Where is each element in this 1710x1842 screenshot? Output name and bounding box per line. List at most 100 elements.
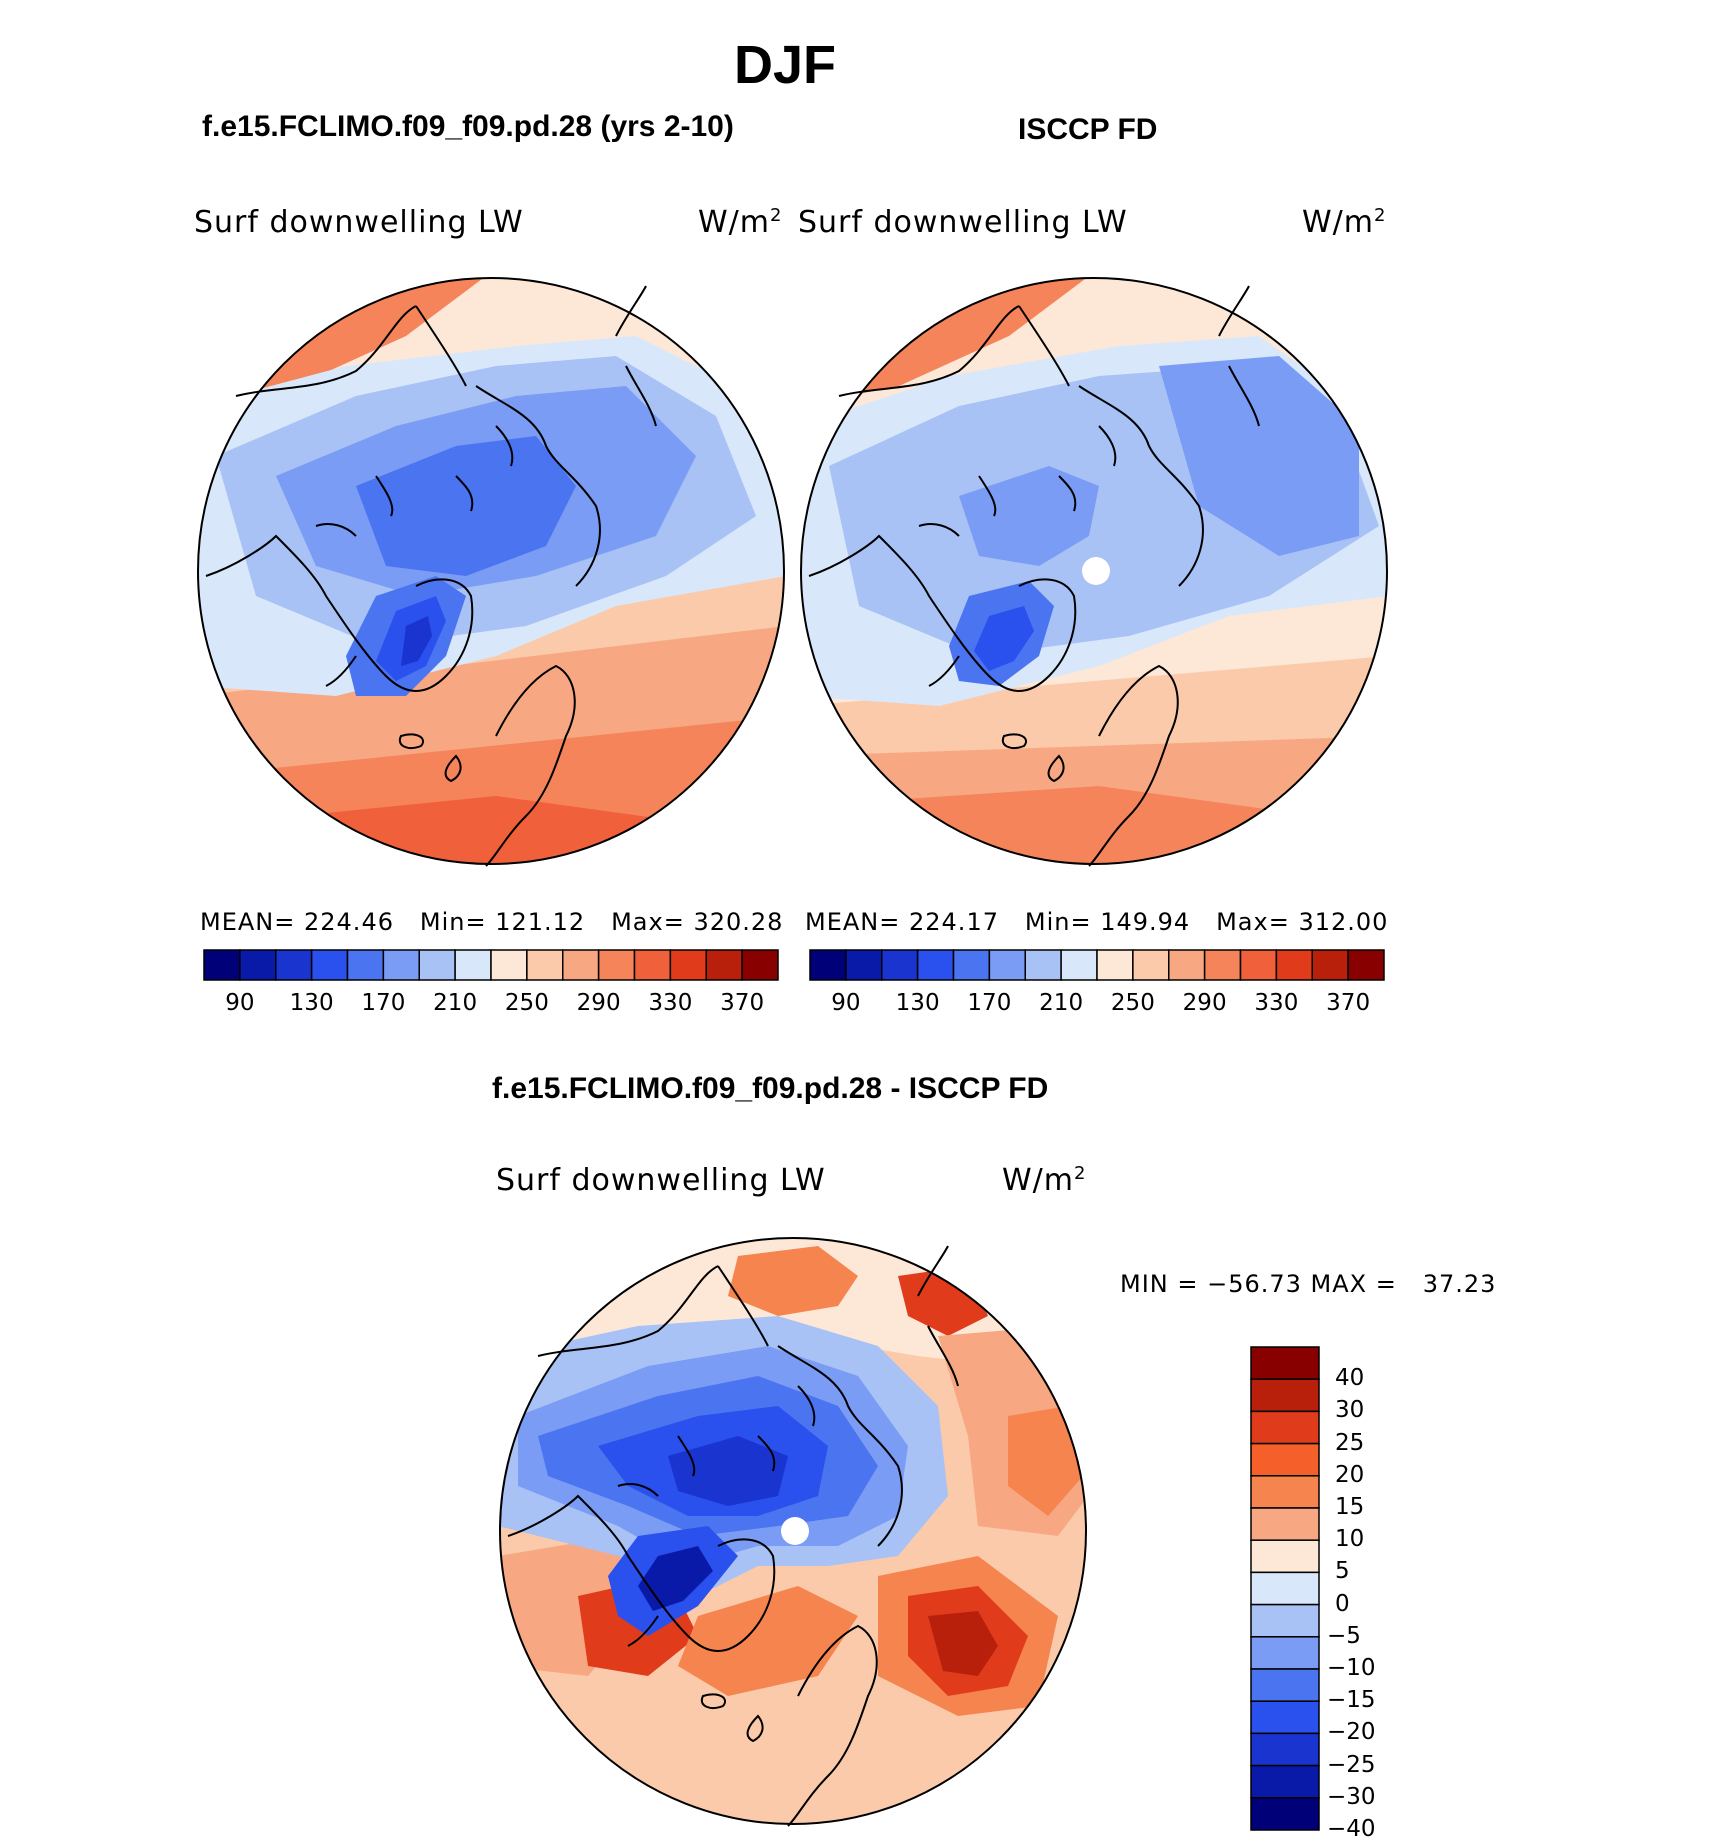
- difference-colorbar-swatch: [1250, 1603, 1320, 1638]
- model-colorbar-tick-label: 370: [720, 990, 765, 1016]
- difference-colorbar-tick-label: −25: [1327, 1751, 1376, 1778]
- difference-minmax: MIN = −56.73 MAX = 37.23: [1120, 1270, 1497, 1298]
- model-colorbar-tick-label: 130: [289, 990, 334, 1016]
- obs-colorbar-tick-label: 290: [1182, 990, 1227, 1016]
- main-title: DJF: [733, 35, 836, 95]
- model-colorbar-tick-label: 250: [504, 990, 549, 1016]
- difference-colorbar-swatch: [1250, 1410, 1320, 1445]
- obs-colorbar-swatch: [845, 949, 883, 981]
- difference-units-label: W/m2: [1002, 1163, 1087, 1198]
- difference-colorbar-swatch: [1250, 1797, 1320, 1831]
- difference-colorbar-tick-label: 20: [1335, 1461, 1365, 1488]
- difference-colorbar-swatch: [1250, 1732, 1320, 1767]
- difference-colorbar: [1250, 1346, 1320, 1831]
- obs-panel-title: ISCCP FD: [1018, 113, 1158, 146]
- model-colorbar-tick-label: 170: [361, 990, 406, 1016]
- model-colorbar-swatch: [669, 949, 707, 981]
- model-colorbar-swatch: [346, 949, 385, 981]
- difference-colorbar-tick-label: −10: [1327, 1655, 1376, 1681]
- model-colorbar-swatch: [203, 949, 241, 981]
- model-colorbar-swatch: [633, 949, 672, 981]
- difference-variable-label: Surf downwelling LW: [496, 1163, 826, 1198]
- obs-stats: MEAN= 224.17 Min= 149.94 Max= 312.00: [805, 908, 1389, 936]
- difference-colorbar-swatch: [1250, 1571, 1320, 1606]
- model-colorbar-tick-label: 330: [648, 990, 693, 1016]
- obs-colorbar-swatch: [916, 949, 955, 981]
- obs-colorbar-swatch: [1275, 949, 1313, 981]
- model-colorbar-tick-label: 210: [433, 990, 478, 1016]
- obs-colorbar-swatch: [1060, 949, 1098, 981]
- model-colorbar-swatch: [741, 949, 779, 981]
- model-colorbar: [203, 949, 779, 981]
- model-variable-label: Surf downwelling LW: [194, 205, 524, 240]
- obs-colorbar-tick-label: 370: [1326, 990, 1371, 1016]
- model-colorbar-swatch: [418, 949, 456, 981]
- difference-colorbar-tick-label: 40: [1335, 1365, 1365, 1392]
- model-colorbar-swatch: [705, 949, 743, 981]
- difference-colorbar-tick-label: 0: [1335, 1590, 1350, 1617]
- difference-colorbar-tick-label: 5: [1335, 1558, 1350, 1585]
- obs-colorbar-swatch: [1024, 949, 1062, 981]
- obs-colorbar: [809, 949, 1385, 981]
- obs-colorbar-ticks: 90 130 170 210 250 290 330 370: [810, 990, 1384, 1020]
- model-stats: MEAN= 224.46 Min= 121.12 Max= 320.28: [200, 908, 784, 936]
- obs-colorbar-swatch: [1203, 949, 1242, 981]
- model-colorbar-tick-label: 90: [225, 990, 255, 1016]
- difference-colorbar-tick-label: −20: [1327, 1719, 1376, 1746]
- obs-units-label: W/m2: [1302, 205, 1387, 240]
- difference-colorbar-tick-label: −40: [1327, 1816, 1376, 1842]
- obs-polar-map: [800, 277, 1388, 867]
- model-colorbar-swatch: [239, 949, 277, 981]
- obs-colorbar-swatch: [1168, 949, 1206, 981]
- obs-colorbar-swatch: [1347, 949, 1385, 981]
- difference-colorbar-ticks: 40 30 25 20 15 10 5 0 −5 −10 −15 −20 −25 −30 −40: [1327, 1347, 1415, 1842]
- difference-pole-mask: [781, 1517, 809, 1545]
- difference-colorbar-tick-label: 15: [1335, 1494, 1365, 1520]
- difference-title: f.e15.FCLIMO.f09_f09.pd.28 - ISCCP FD: [492, 1072, 1049, 1105]
- difference-colorbar-swatch: [1250, 1378, 1320, 1413]
- model-panel-title: f.e15.FCLIMO.f09_f09.pd.28 (yrs 2-10): [202, 110, 734, 143]
- difference-colorbar-swatch: [1250, 1636, 1320, 1670]
- obs-colorbar-tick-label: 90: [831, 990, 861, 1016]
- model-polar-map: [197, 277, 785, 867]
- difference-colorbar-swatch: [1250, 1700, 1320, 1735]
- obs-colorbar-swatch: [988, 949, 1026, 981]
- difference-colorbar-swatch: [1250, 1507, 1320, 1541]
- obs-colorbar-swatch: [1239, 949, 1278, 981]
- obs-colorbar-swatch: [952, 949, 991, 981]
- obs-colorbar-swatch: [881, 949, 919, 981]
- obs-colorbar-swatch: [1096, 949, 1134, 981]
- model-colorbar-swatch: [382, 949, 420, 981]
- model-colorbar-swatch: [454, 949, 492, 981]
- difference-colorbar-swatch: [1250, 1764, 1320, 1799]
- obs-pole-mask: [1082, 557, 1110, 585]
- difference-colorbar-swatch: [1250, 1668, 1320, 1702]
- difference-colorbar-tick-label: −30: [1327, 1783, 1376, 1810]
- difference-colorbar-swatch: [1250, 1539, 1320, 1574]
- difference-colorbar-tick-label: −5: [1327, 1622, 1361, 1649]
- model-units-label: W/m2: [698, 205, 783, 240]
- difference-colorbar-swatch: [1250, 1442, 1320, 1477]
- model-colorbar-tick-label: 290: [576, 990, 621, 1016]
- difference-colorbar-tick-label: −15: [1327, 1687, 1376, 1714]
- difference-colorbar-swatch: [1250, 1475, 1320, 1509]
- obs-colorbar-tick-label: 130: [895, 990, 940, 1016]
- model-colorbar-swatch: [562, 949, 600, 981]
- obs-colorbar-tick-label: 210: [1039, 990, 1084, 1016]
- model-colorbar-swatch: [597, 949, 636, 981]
- model-colorbar-swatch: [526, 949, 564, 981]
- obs-colorbar-swatch: [809, 949, 847, 981]
- obs-colorbar-tick-label: 330: [1254, 990, 1299, 1016]
- obs-colorbar-tick-label: 170: [967, 990, 1012, 1016]
- difference-polar-map: [499, 1237, 1087, 1827]
- obs-variable-label: Surf downwelling LW: [798, 205, 1128, 240]
- difference-colorbar-tick-label: 10: [1335, 1526, 1365, 1553]
- model-colorbar-swatch: [490, 949, 528, 981]
- difference-colorbar-swatch: [1250, 1346, 1320, 1380]
- difference-colorbar-tick-label: 25: [1335, 1429, 1365, 1456]
- model-colorbar-swatch: [275, 949, 313, 981]
- obs-colorbar-tick-label: 250: [1110, 990, 1155, 1016]
- obs-colorbar-swatch: [1311, 949, 1349, 981]
- model-colorbar-ticks: 90 130 170 210 250 290 330 370: [204, 990, 778, 1020]
- model-colorbar-swatch: [310, 949, 349, 981]
